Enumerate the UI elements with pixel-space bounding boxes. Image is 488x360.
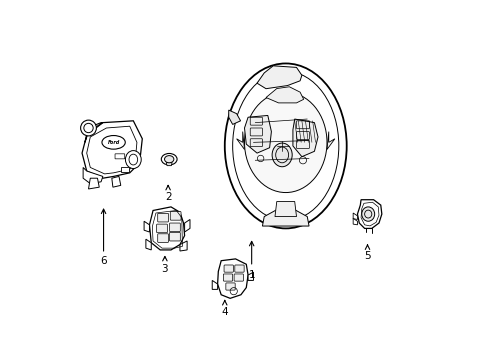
- Text: 2: 2: [164, 192, 171, 202]
- Polygon shape: [145, 239, 151, 250]
- Polygon shape: [257, 66, 301, 89]
- FancyBboxPatch shape: [225, 283, 235, 290]
- Text: 4: 4: [221, 307, 227, 316]
- Ellipse shape: [271, 143, 292, 167]
- FancyBboxPatch shape: [234, 274, 243, 281]
- FancyBboxPatch shape: [158, 213, 168, 222]
- Ellipse shape: [244, 92, 326, 193]
- Polygon shape: [228, 110, 240, 125]
- FancyBboxPatch shape: [169, 223, 180, 231]
- Polygon shape: [212, 280, 217, 289]
- FancyBboxPatch shape: [170, 212, 181, 220]
- Ellipse shape: [125, 150, 141, 168]
- FancyBboxPatch shape: [223, 274, 232, 281]
- Polygon shape: [88, 178, 99, 189]
- Polygon shape: [121, 167, 128, 172]
- Ellipse shape: [361, 207, 374, 221]
- Polygon shape: [357, 200, 381, 228]
- Polygon shape: [352, 213, 357, 220]
- Polygon shape: [352, 219, 357, 225]
- Ellipse shape: [102, 135, 125, 149]
- FancyBboxPatch shape: [158, 234, 168, 242]
- Text: 5: 5: [364, 251, 370, 261]
- Polygon shape: [244, 116, 271, 153]
- Polygon shape: [247, 272, 253, 280]
- FancyBboxPatch shape: [234, 265, 244, 272]
- Polygon shape: [83, 167, 102, 184]
- Polygon shape: [236, 132, 244, 149]
- Polygon shape: [180, 241, 187, 251]
- Ellipse shape: [224, 63, 346, 228]
- Polygon shape: [149, 207, 184, 250]
- Polygon shape: [262, 209, 308, 226]
- Polygon shape: [184, 220, 190, 232]
- Text: 1: 1: [248, 270, 254, 280]
- Polygon shape: [112, 176, 121, 187]
- Polygon shape: [292, 119, 317, 157]
- Polygon shape: [166, 162, 172, 166]
- Polygon shape: [265, 87, 303, 103]
- Polygon shape: [144, 221, 149, 232]
- Text: Ford: Ford: [107, 140, 120, 145]
- FancyBboxPatch shape: [224, 265, 233, 272]
- Text: 6: 6: [100, 256, 107, 266]
- Polygon shape: [82, 121, 142, 178]
- Ellipse shape: [164, 156, 174, 163]
- Ellipse shape: [161, 153, 177, 165]
- FancyBboxPatch shape: [169, 232, 180, 241]
- Polygon shape: [217, 259, 247, 298]
- Ellipse shape: [81, 120, 96, 136]
- Text: 3: 3: [161, 264, 168, 274]
- Polygon shape: [326, 132, 334, 149]
- Polygon shape: [274, 202, 296, 217]
- Polygon shape: [85, 123, 102, 142]
- FancyBboxPatch shape: [156, 224, 167, 233]
